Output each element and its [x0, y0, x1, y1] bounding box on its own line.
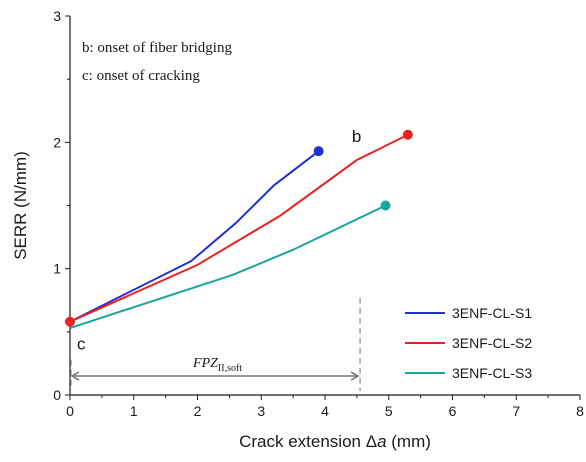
- series-end-point-2: [402, 129, 413, 140]
- x-tick-label: 1: [130, 403, 138, 419]
- legend-label-2: 3ENF-CL-S2: [452, 335, 532, 351]
- fpz-arrowhead-right: [350, 371, 360, 381]
- x-tick-label: 5: [385, 403, 393, 419]
- series-group: [65, 129, 413, 329]
- series-line-1: [69, 150, 320, 323]
- point-label-c: c: [77, 335, 86, 354]
- series-line-3: [69, 204, 386, 329]
- x-tick-label: 4: [321, 403, 329, 419]
- fpz-arrowhead-left: [70, 371, 80, 381]
- series-end-point-3: [380, 200, 391, 211]
- fpz-label: FPZII,soft: [192, 356, 242, 374]
- series-start-point: [65, 316, 75, 327]
- y-tick-label: 3: [53, 8, 61, 24]
- x-tick-label: 0: [66, 403, 74, 419]
- x-tick-label: 8: [576, 403, 584, 419]
- annotation-note-b: b: onset of fiber bridging: [82, 40, 232, 56]
- x-tick-label: 3: [257, 403, 265, 419]
- series-line-2: [69, 133, 409, 323]
- annotation-note-c: c: onset of cracking: [82, 68, 200, 84]
- x-tick-label: 2: [194, 403, 202, 419]
- y-tick-label: 1: [53, 261, 61, 277]
- y-tick-label: 2: [53, 134, 61, 150]
- x-tick-label: 7: [512, 403, 520, 419]
- point-label-b: b: [352, 127, 361, 146]
- legend-label-3: 3ENF-CL-S3: [452, 365, 532, 381]
- y-tick-label: 0: [53, 387, 61, 403]
- series-end-point-1: [313, 146, 324, 157]
- fpz-annotation: FPZII,soft: [70, 297, 361, 391]
- x-axis-label: Crack extension Δa (mm): [239, 432, 431, 451]
- legend: 3ENF-CL-S1 3ENF-CL-S2 3ENF-CL-S3: [405, 305, 532, 381]
- axis-ticks: 0 1 2 3 4 5 6 7 8 0 1 2 3: [53, 8, 584, 419]
- x-tick-label: 6: [449, 403, 457, 419]
- y-axis-label: SERR (N/mm): [11, 151, 30, 260]
- legend-label-1: 3ENF-CL-S1: [452, 305, 532, 321]
